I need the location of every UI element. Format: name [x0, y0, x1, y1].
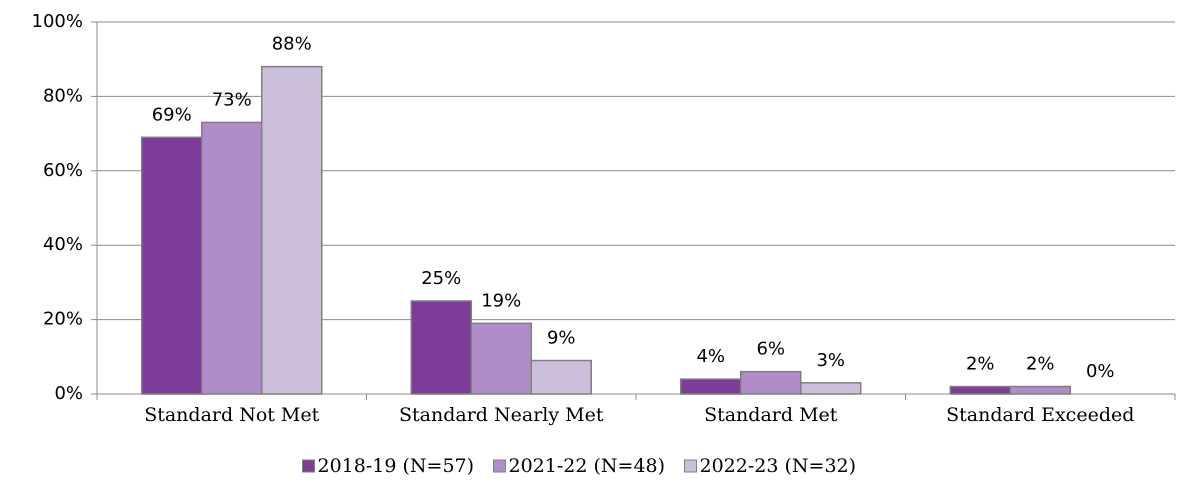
- x-tick-label: Standard Exceeded: [946, 404, 1134, 426]
- legend-swatch: [302, 459, 315, 473]
- value-label: 0%: [1086, 361, 1115, 382]
- value-label: 25%: [421, 268, 461, 289]
- y-tick-label: 20%: [43, 309, 83, 330]
- legend-swatch: [684, 459, 697, 473]
- bar: [201, 121, 263, 395]
- bar: [261, 65, 323, 395]
- x-tick-label: Standard Not Met: [144, 404, 319, 426]
- bar: [530, 359, 592, 395]
- y-tick-label: 60%: [43, 160, 83, 181]
- value-label: 4%: [696, 346, 725, 367]
- y-tick-label: 40%: [43, 234, 83, 255]
- bar: [680, 378, 742, 395]
- bar: [141, 136, 203, 395]
- value-label: 2%: [1026, 354, 1055, 375]
- value-label: 69%: [152, 104, 192, 125]
- legend-label: 2022-23 (N=32): [700, 455, 857, 477]
- value-label: 73%: [212, 89, 252, 110]
- y-tick-label: 80%: [43, 85, 83, 106]
- value-label: 19%: [481, 290, 521, 311]
- bar: [470, 322, 532, 395]
- value-label: 9%: [547, 328, 576, 349]
- legend-label: 2018-19 (N=57): [318, 455, 475, 477]
- value-label: 88%: [272, 34, 312, 55]
- value-label: 2%: [966, 354, 995, 375]
- y-tick-label: 100%: [32, 11, 83, 32]
- bar: [410, 300, 472, 395]
- bar: [800, 382, 862, 395]
- value-label: 3%: [816, 350, 845, 371]
- value-label: 6%: [756, 339, 785, 360]
- bar: [949, 385, 1011, 395]
- bar: [1009, 385, 1071, 395]
- x-tick-label: Standard Nearly Met: [399, 404, 604, 426]
- legend-label: 2021-22 (N=48): [509, 455, 666, 477]
- x-tick-label: Standard Met: [704, 404, 838, 426]
- bar: [740, 370, 802, 395]
- legend-swatch: [493, 459, 506, 473]
- y-tick-label: 0%: [54, 383, 83, 404]
